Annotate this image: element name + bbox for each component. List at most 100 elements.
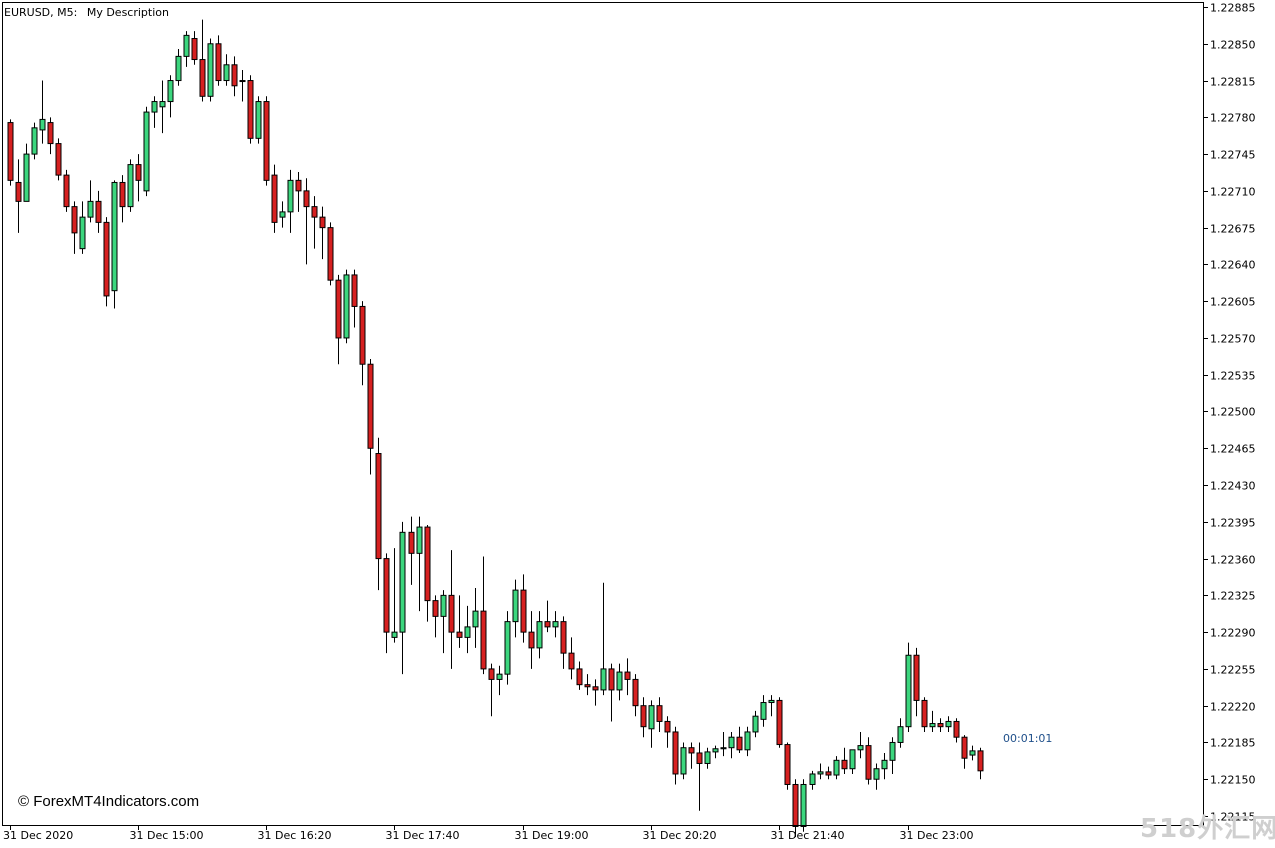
candle xyxy=(913,647,920,717)
candle-body-bull xyxy=(760,702,767,720)
candle xyxy=(39,80,46,144)
candle-body-bull xyxy=(680,747,687,775)
candle-body-bull xyxy=(881,759,888,770)
symbol-label: EURUSD, M5: My Description xyxy=(4,6,169,19)
candle xyxy=(953,718,960,743)
candle-body-bear xyxy=(135,164,142,181)
candle xyxy=(536,611,543,659)
candle-body-bull xyxy=(151,101,158,113)
x-axis-label: 31 Dec 19:00 xyxy=(515,829,589,842)
candle xyxy=(552,611,559,638)
candle-body-bull xyxy=(536,621,543,649)
candle xyxy=(191,31,198,65)
y-axis-label: 1.22815 xyxy=(1210,76,1256,89)
candle-body-bull xyxy=(255,101,262,139)
y-axis-label: 1.22640 xyxy=(1210,259,1256,272)
candle-body-bear xyxy=(488,668,495,680)
candle-body-bear xyxy=(448,594,455,633)
candle xyxy=(103,217,110,307)
candle xyxy=(335,274,342,365)
candle-body-bear xyxy=(55,143,62,176)
candle xyxy=(889,737,896,774)
candle xyxy=(688,742,695,769)
candle xyxy=(480,556,487,675)
candle xyxy=(47,117,54,155)
candle-body-bear xyxy=(231,64,238,87)
candle-body-bull xyxy=(648,705,655,730)
candle-body-bear xyxy=(664,720,671,733)
candle-body-bull xyxy=(127,164,134,208)
candle-body-bear xyxy=(640,705,647,728)
candle-body-bull xyxy=(143,111,150,192)
y-axis-label: 1.22500 xyxy=(1210,406,1256,419)
candle xyxy=(311,196,318,249)
candle-body-bear xyxy=(432,600,439,617)
candle-body-bear xyxy=(424,526,431,602)
candle-body-bear xyxy=(271,174,278,223)
candle-body-bull xyxy=(969,750,976,756)
candle-body-bull xyxy=(183,34,190,57)
candle-body-bear xyxy=(528,631,535,649)
candle xyxy=(833,756,840,780)
x-axis-label: 31 Dec 23:00 xyxy=(900,829,974,842)
candle xyxy=(664,716,671,748)
candle-body-bear xyxy=(71,206,78,234)
y-axis-label: 1.22220 xyxy=(1210,701,1256,714)
candle-body-bull xyxy=(744,731,751,751)
y-axis-label: 1.22710 xyxy=(1210,186,1256,199)
candle xyxy=(279,201,286,228)
candle xyxy=(945,716,952,732)
candle-body-bull xyxy=(399,531,406,633)
candle-body-bear xyxy=(375,453,382,560)
candle-body-bull xyxy=(512,589,519,623)
candle xyxy=(576,661,583,690)
candle-body-bear xyxy=(688,747,695,754)
y-axis-label: 1.22150 xyxy=(1210,774,1256,787)
candle xyxy=(255,96,262,144)
candle xyxy=(448,550,455,669)
candle xyxy=(399,521,406,675)
candle xyxy=(600,582,607,696)
candle xyxy=(247,75,254,144)
candle xyxy=(456,595,463,648)
candle-body-bear xyxy=(784,744,791,785)
candle-body-bear xyxy=(592,686,599,691)
y-axis-label: 1.22780 xyxy=(1210,112,1256,125)
candle-body-bull xyxy=(809,773,816,785)
candle-body-bull xyxy=(600,668,607,691)
candle-body-bull xyxy=(712,748,719,753)
candle xyxy=(881,752,888,780)
candle xyxy=(560,616,567,669)
candle xyxy=(905,642,912,732)
axes-layer: 1.22885 1.22850 1.22815 1.22780 1.22745 1.227… xyxy=(2,2,1256,842)
candle xyxy=(865,737,872,785)
candle-body-bear xyxy=(977,750,984,772)
candle-body-bear xyxy=(7,122,14,181)
candle xyxy=(223,54,230,86)
candle-body-bull xyxy=(464,626,471,638)
candle xyxy=(632,674,639,717)
candle-body-bear xyxy=(319,216,326,229)
candle-body-bull xyxy=(873,768,880,780)
candle xyxy=(55,138,62,181)
candle xyxy=(271,164,278,233)
candle xyxy=(736,726,743,753)
candle-body-bull xyxy=(416,526,423,554)
candle-body-bull xyxy=(552,621,559,628)
candle xyxy=(424,524,431,622)
candle xyxy=(809,770,816,790)
candle xyxy=(849,749,856,774)
candle-body-bear xyxy=(953,720,960,738)
candle xyxy=(167,75,174,118)
candle-body-bull xyxy=(207,43,214,97)
candle xyxy=(63,169,70,212)
candle-body-bear xyxy=(544,621,551,628)
candle-body-bear xyxy=(584,684,591,688)
candle xyxy=(520,574,527,643)
candle xyxy=(817,763,824,780)
x-axis-label: 31 Dec 2020 xyxy=(3,829,73,842)
candle xyxy=(768,695,775,717)
candle-body-bear xyxy=(215,43,222,82)
candle xyxy=(728,731,735,759)
